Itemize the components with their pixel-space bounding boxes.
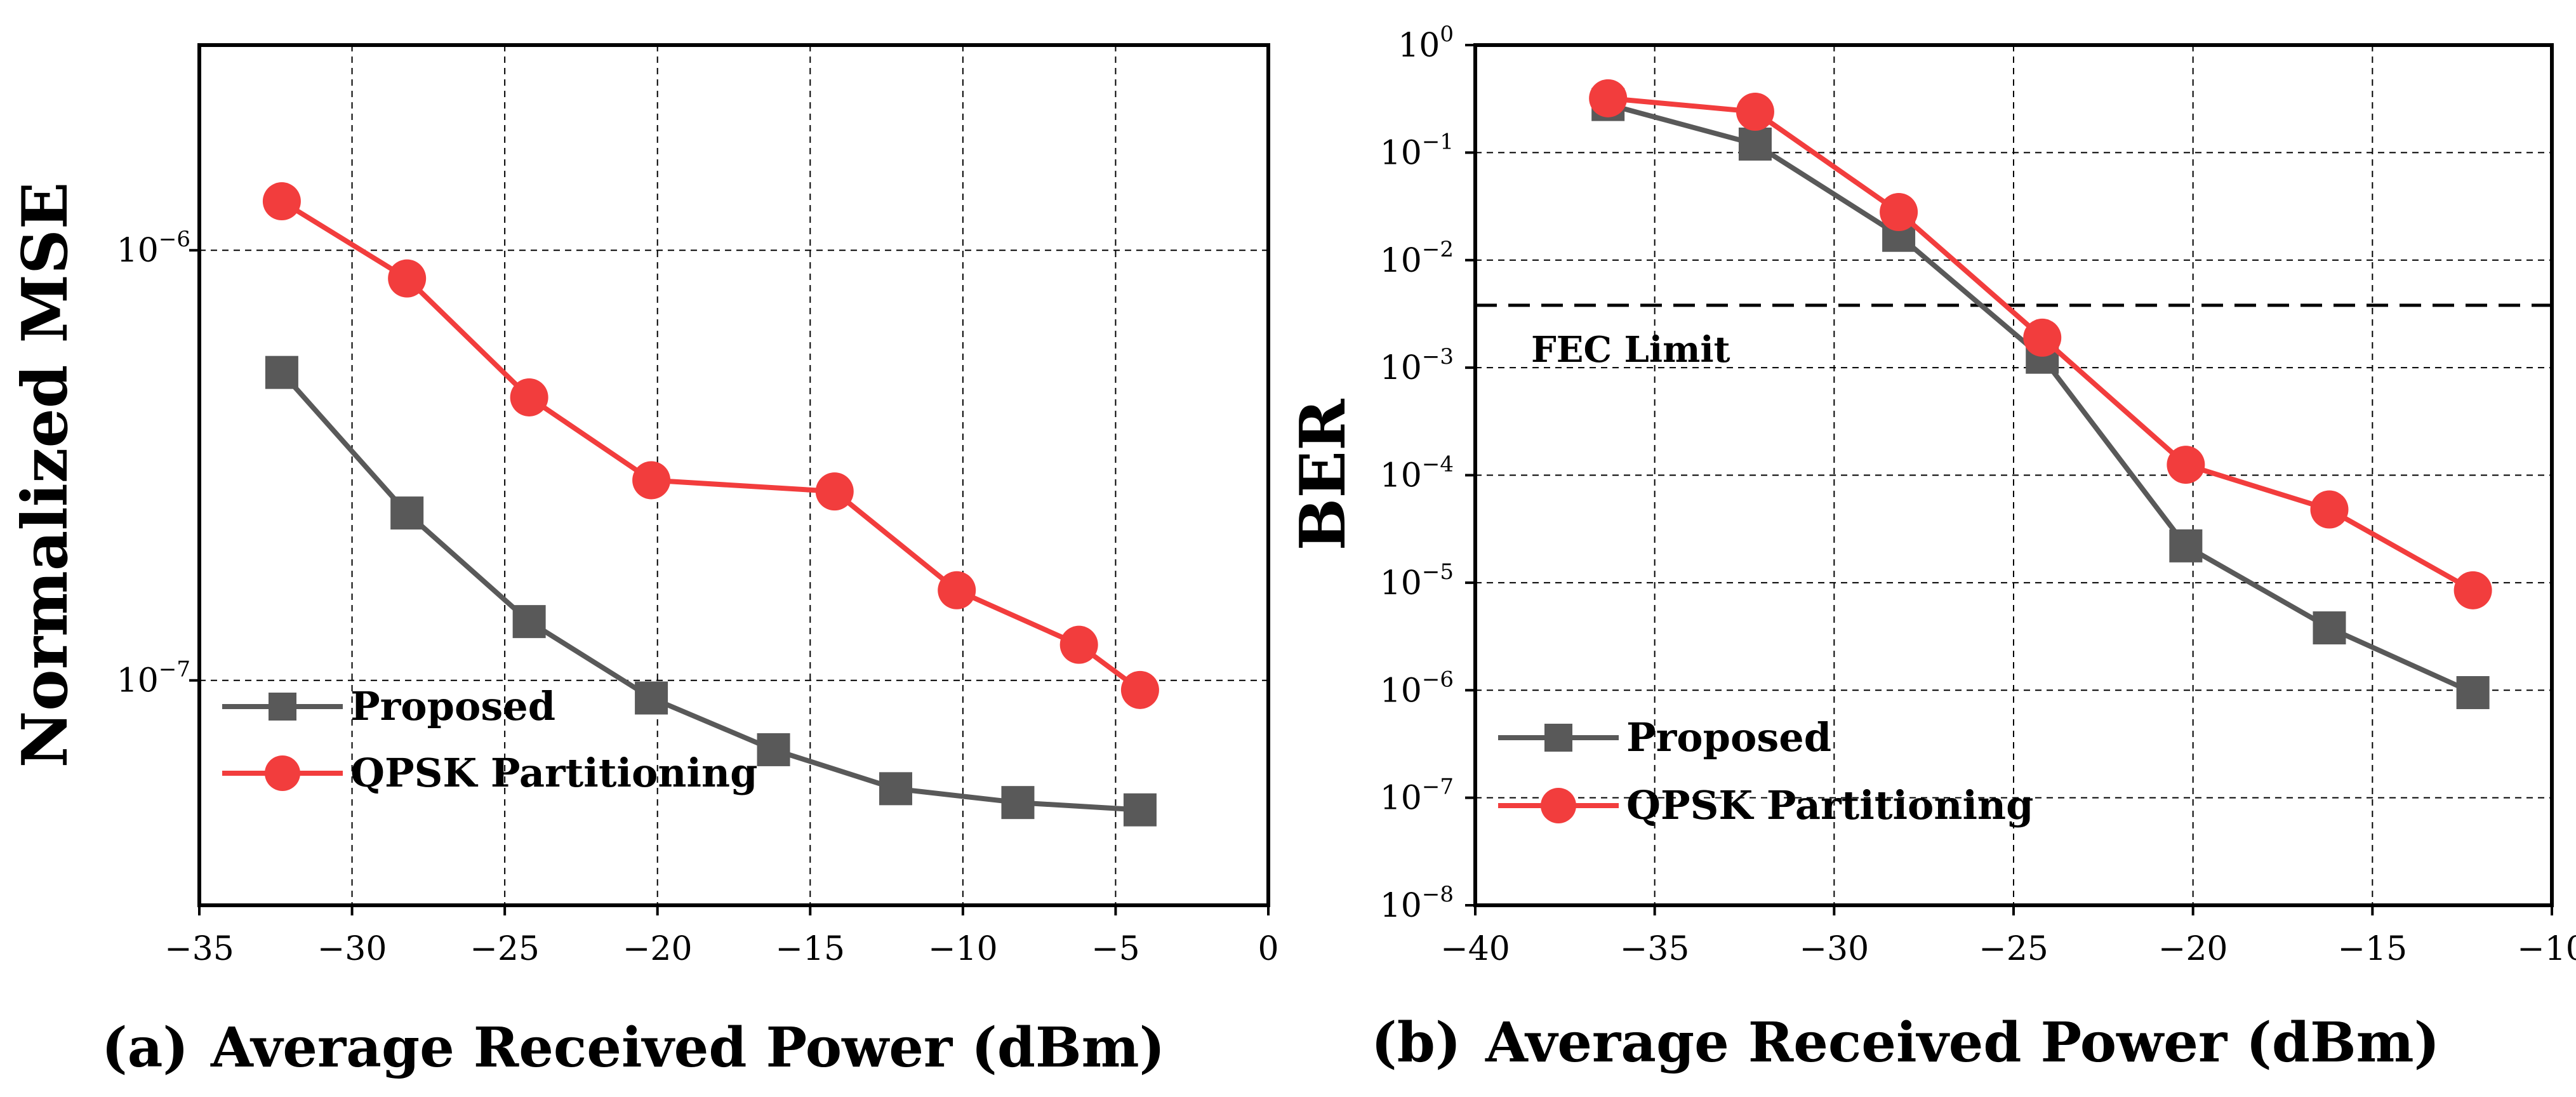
panel-b-xtick-label: −10 [2517,930,2576,968]
panel-a: −35 −30 −25 −20 −15 −10 −5 010−610−7 ProposedQP… [9,43,1279,1080]
panel-a-proposed-point [1123,793,1157,827]
panel-a-qpsk-partitioning-point [1059,625,1098,664]
panel-b-panel-label: (b) [1371,1011,1461,1075]
panel-b-proposed-point [2456,676,2490,710]
legend-qpsk-partitioning-marker [1541,788,1576,823]
panel-b-ytick-label: 10−5 [1380,559,1454,602]
panel-a-proposed-point [635,681,668,715]
panel-b-proposed-point [2313,611,2346,645]
panel-a-xtick-label: −25 [470,930,540,968]
panel-b-xlabel: Average Received Power (dBm) [1485,1011,2440,1075]
panel-b-ytick-label: 10−2 [1380,237,1454,280]
panel-a-proposed-point [879,772,913,806]
panel-b-proposed-point [1738,127,1772,161]
panel-a-qpsk-partitioning-point [938,571,976,609]
panel-b-qpsk-partitioning-point [2453,571,2492,609]
panel-a-plot-frame [197,43,1270,907]
panel-a-qpsk-partitioning-line [280,199,1142,693]
panel-b-xtick-label: −40 [1440,930,1510,968]
panel-a-ylabel: Normalized MSE [9,182,82,768]
panel-b-xtick-label: −30 [1799,930,1869,968]
panel-a-xtick-label: −15 [775,930,845,968]
panel-a-qpsk-partitioning-point [632,461,671,500]
panel-a-grid [199,45,1268,905]
panel-b-ytick-label: 10−3 [1380,344,1454,387]
panel-b-legend: Proposed QPSK Partitioning [1498,714,2033,828]
panel-a-xtick-label: −30 [317,930,387,968]
panel-a-proposed-point [512,605,546,639]
panel-a-panel-label: (a) [102,1016,189,1080]
legend-proposed-marker [1544,724,1572,752]
panel-b: −40−35−30−25−20−15−1010010−110−210−310−4… [1287,22,2576,1075]
panel-b-xtick-label: −25 [1979,930,2048,968]
panel-b-xtick-label: −20 [2158,930,2228,968]
panel-a-xlabel: Average Received Power (dBm) [210,1016,1165,1080]
legend-proposed-label: Proposed [350,683,555,729]
panel-b-ytick-label: 10−1 [1380,129,1454,172]
legend-qpsk-partitioning-label: QPSK Partitioning [350,750,757,796]
panel-a-proposed-line [279,371,1141,813]
panel-a-xtick-label: −5 [1091,930,1140,968]
panel-a-proposed-point [390,496,424,530]
legend-qpsk-partitioning-label: QPSK Partitioning [1626,782,2033,828]
panel-b-plot-frame [1473,43,2554,907]
panel-a-qpsk-partitioning-point [510,378,548,416]
panel-a-qpsk-partitioning-point [388,259,427,298]
legend-proposed-marker [269,693,296,721]
panel-b-xtick-label: −15 [2337,930,2407,968]
panel-b-ylabel: BER [1287,398,1360,551]
panel-b-reference: FEC Limit [1475,303,2552,371]
panel-b-qpsk-partitioning-point [2310,490,2349,529]
panel-b-qpsk-partitioning-point [1736,92,1774,131]
panel-a-proposed-point [757,733,790,766]
panel-b-proposed-point [2169,529,2203,562]
panel-a-xtick-label: −10 [928,930,998,968]
panel-a-series [262,182,1159,827]
panel-b-grid [1475,45,2552,905]
panel-a-qpsk-partitioning-point [1120,670,1159,709]
panel-a-proposed-point [1001,786,1035,820]
panel-b-series [1589,79,2492,710]
panel-a-xtick-label: 0 [1258,930,1278,968]
panel-b-ticks: −40−35−30−25−20−15−1010010−110−210−310−4… [1380,22,2576,968]
panel-a-legend: Proposed QPSK Partitioning [222,683,757,796]
legend-qpsk-partitioning-marker [265,755,300,791]
panel-b-qpsk-partitioning-point [1880,193,1918,232]
panel-a-qpsk-partitioning-point [815,472,854,511]
panel-a-qpsk-partitioning-point [262,182,301,221]
panel-b-qpsk-partitioning-point [2023,318,2062,357]
panel-b-qpsk-partitioning-point [1589,79,1628,117]
panel-a-proposed-point [265,356,298,389]
panel-b-xtick-label: −35 [1620,930,1690,968]
legend-proposed-label: Proposed [1626,714,1831,761]
panel-a-xtick-label: −20 [623,930,693,968]
panel-a-xtick-label: −35 [164,930,234,968]
panel-b-qpsk-partitioning-point [2167,446,2205,484]
fec-limit-label: FEC Limit [1531,329,1730,371]
